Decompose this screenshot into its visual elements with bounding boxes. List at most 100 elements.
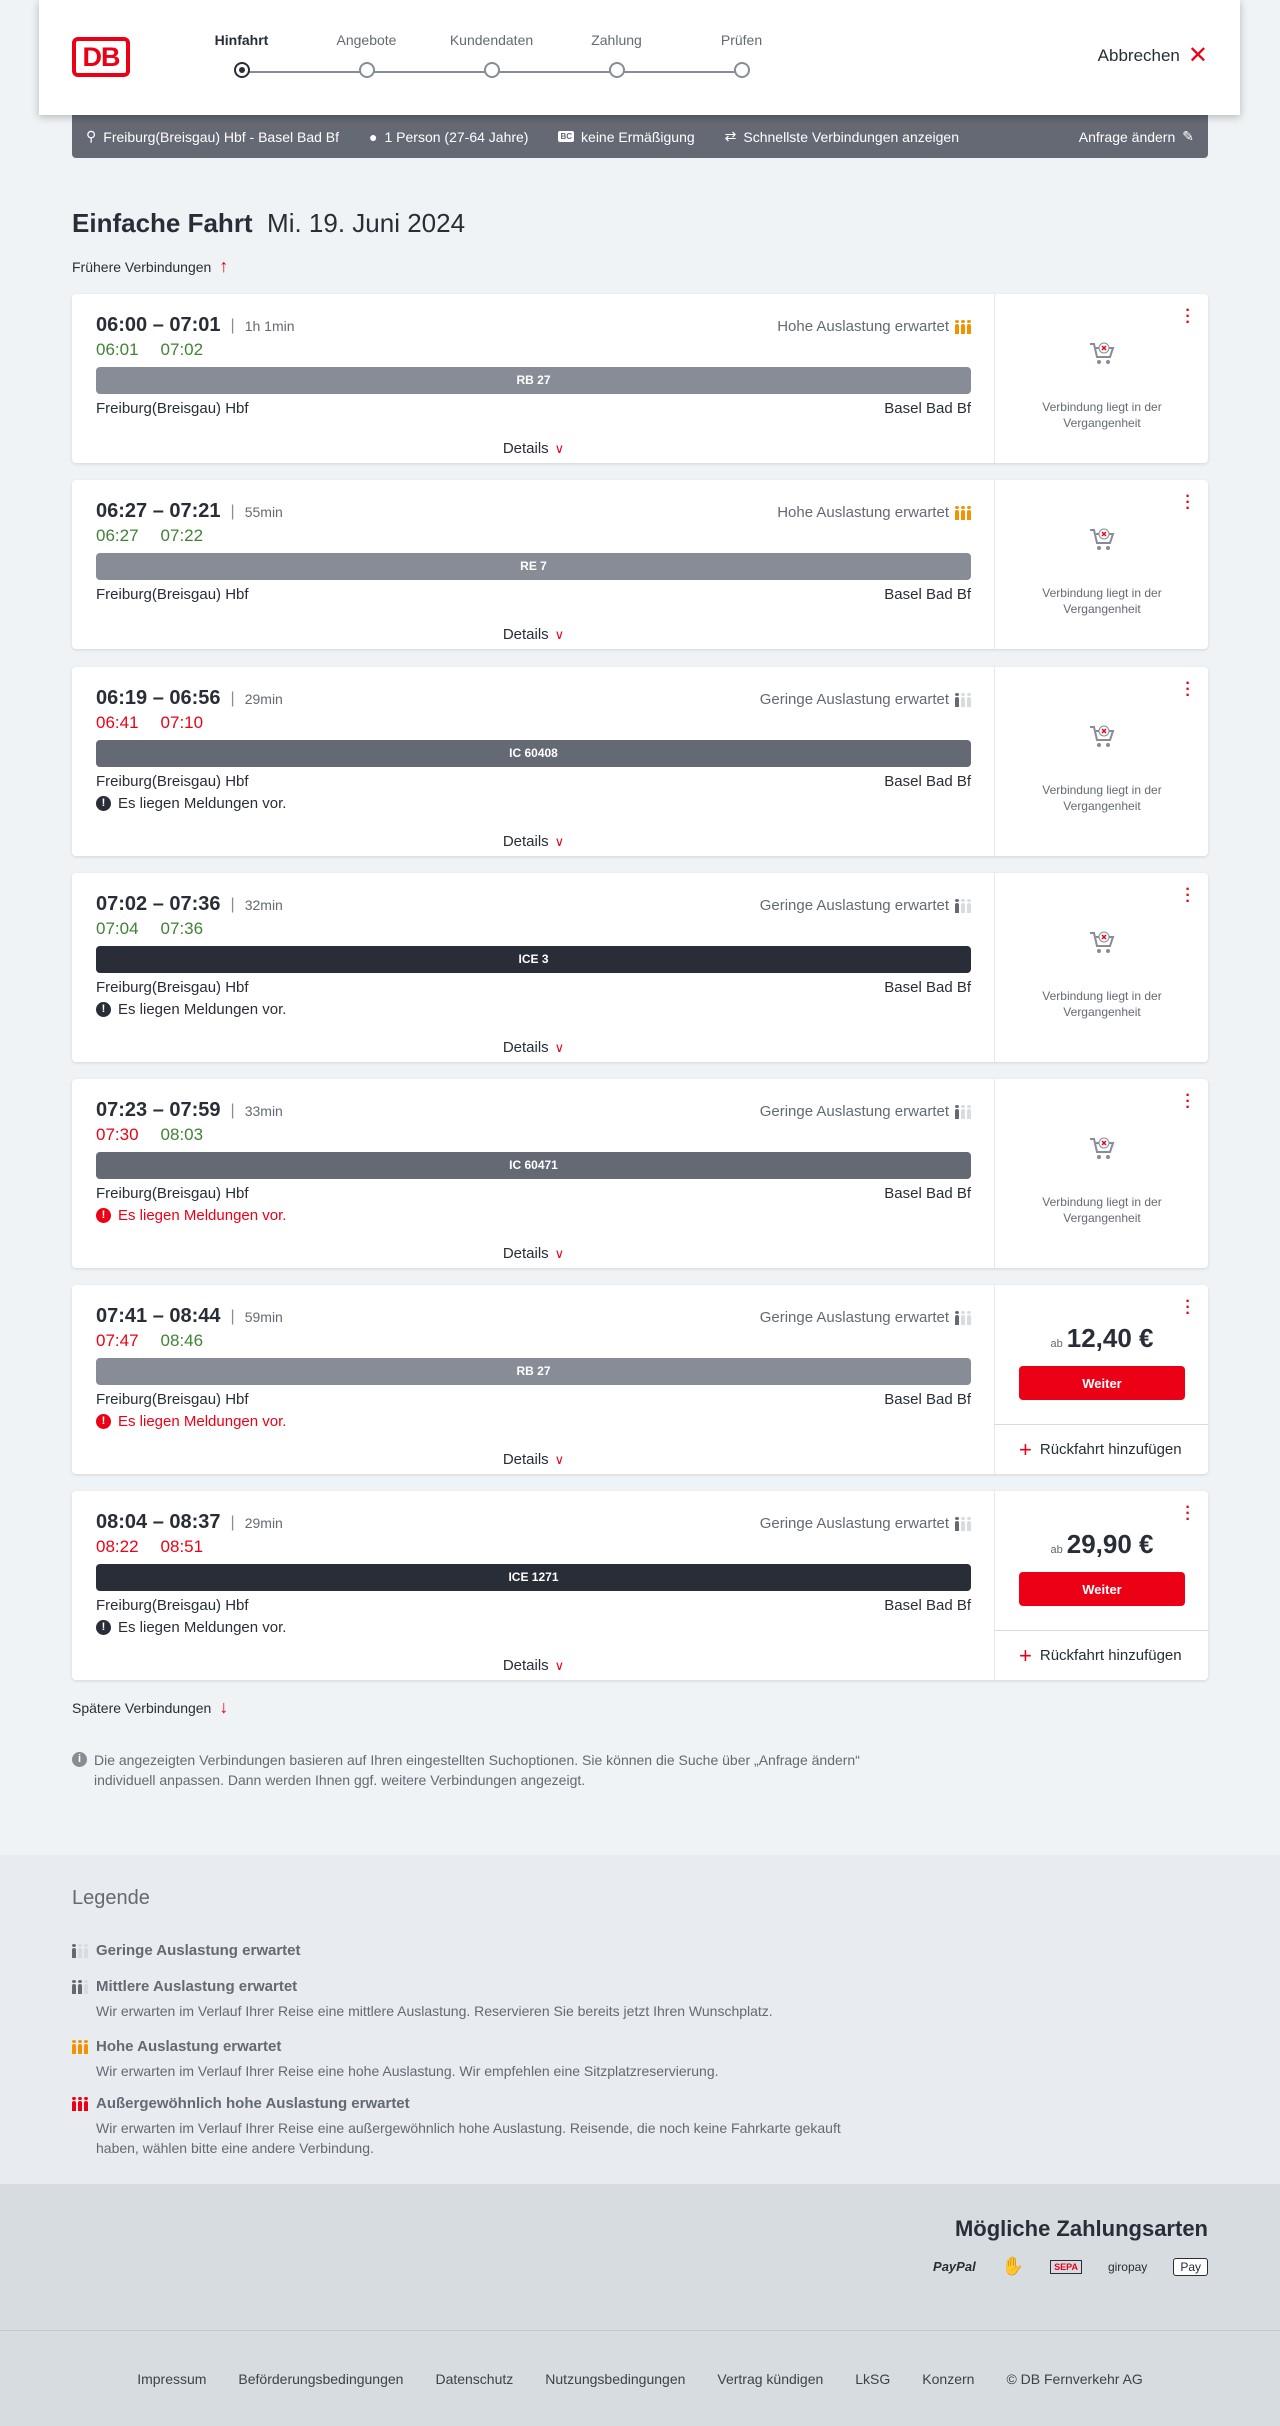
more-options-icon[interactable]: · · ·	[1185, 488, 1191, 517]
continue-button[interactable]: Weiter	[1019, 1572, 1185, 1606]
duration: 55min	[244, 503, 283, 520]
later-connections-link[interactable]: Spätere Verbindungen ↓	[72, 1697, 228, 1718]
more-options-icon[interactable]: · · ·	[1185, 302, 1191, 331]
details-toggle[interactable]: Details ∨	[96, 626, 971, 643]
realtime-departure: 07:04	[96, 919, 139, 938]
more-options-icon[interactable]: · · ·	[1185, 881, 1191, 910]
footer-link[interactable]: Impressum	[137, 2370, 207, 2387]
message-notice[interactable]: ! Es liegen Meldungen vor.	[96, 1207, 286, 1224]
realtime-times: 07:47 08:46	[96, 1331, 203, 1351]
footer-link[interactable]: Datenschutz	[435, 2370, 514, 2387]
step-kundendaten[interactable]: Kundendaten	[429, 32, 554, 78]
realtime-arrival: 07:22	[160, 526, 204, 545]
footer-link[interactable]: Nutzungsbedingungen	[545, 2370, 686, 2387]
train-bar[interactable]: RB 27	[96, 367, 971, 394]
legend-item-text: Wir erwarten im Verlauf Ihrer Reise eine…	[96, 2003, 773, 2019]
train-bar[interactable]: RB 27	[96, 1358, 971, 1385]
db-logo[interactable]: DB	[72, 37, 130, 77]
travellers-summary[interactable]: ● 1 Person (27-64 Jahre)	[369, 129, 528, 145]
step-hinfahrt[interactable]: Hinfahrt	[179, 32, 304, 78]
cart-unavailable-icon	[1087, 339, 1117, 369]
message-text: Es liegen Meldungen vor.	[118, 1619, 287, 1636]
connection-side-panel: · · · ab 29,90 € Weiter + Rückfahrt hinzufügen	[994, 1491, 1209, 1680]
separator: |	[230, 1101, 235, 1119]
details-label: Details	[502, 833, 549, 850]
occupancy-indicator: Geringe Auslastung erwartet	[760, 1309, 971, 1326]
add-return-label: Rückfahrt hinzufügen	[1039, 1647, 1182, 1664]
footer-link[interactable]: Vertrag kündigen	[717, 2370, 824, 2387]
travel-date: Mi. 19. Juni 2024	[267, 208, 466, 238]
details-toggle[interactable]: Details ∨	[96, 1039, 971, 1056]
train-bar[interactable]: IC 60471	[96, 1152, 971, 1179]
connection-main: 08:04 – 08:37 | 29min 08:22 08:51 Geringe Aus…	[96, 1491, 971, 1680]
arrow-down-icon: ↓	[219, 1697, 229, 1717]
details-label: Details	[502, 626, 549, 643]
footer-link[interactable]: Beförderungsbedingungen	[238, 2370, 404, 2387]
search-option-summary[interactable]: ⇄ Schnellste Verbindungen anzeigen	[725, 128, 959, 145]
message-notice[interactable]: ! Es liegen Meldungen vor.	[96, 795, 286, 812]
legend-item-mid: Mittlere Auslastung erwartet Wir erwarten…	[72, 1978, 872, 2021]
train-bar[interactable]: ICE 1271	[96, 1564, 971, 1591]
details-toggle[interactable]: Details ∨	[96, 833, 971, 850]
plus-icon: +	[1019, 1642, 1032, 1668]
step-dot	[234, 62, 250, 78]
planned-times: 06:27 – 07:21	[96, 500, 221, 522]
connection-main: 06:00 – 07:01 | 1h 1min 06:01 07:02 Hohe Ausl…	[96, 294, 971, 463]
details-toggle[interactable]: Details ∨	[96, 1245, 971, 1262]
apple-pay-label: Pay	[1180, 2259, 1201, 2274]
separator: |	[230, 895, 235, 913]
step-label: Kundendaten	[449, 32, 534, 48]
add-return-button[interactable]: + Rückfahrt hinzufügen	[995, 1424, 1209, 1474]
step-prüfen[interactable]: Prüfen	[679, 32, 804, 78]
realtime-arrival: 07:10	[160, 713, 204, 732]
message-notice[interactable]: ! Es liegen Meldungen vor.	[96, 1001, 286, 1018]
continue-button[interactable]: Weiter	[1019, 1366, 1185, 1400]
header: DB Hinfahrt Angebote Kundendaten Zahlung Prü…	[39, 0, 1240, 115]
details-label: Details	[502, 1657, 549, 1674]
travellers-text: 1 Person (27-64 Jahre)	[384, 128, 529, 145]
step-zahlung[interactable]: Zahlung	[554, 32, 679, 78]
details-toggle[interactable]: Details ∨	[96, 1657, 971, 1674]
occupancy-text: Hohe Auslastung erwartet	[777, 318, 949, 335]
train-bar[interactable]: IC 60408	[96, 740, 971, 767]
message-notice[interactable]: ! Es liegen Meldungen vor.	[96, 1619, 286, 1636]
planned-times: 08:04 – 08:37	[96, 1511, 221, 1533]
route-text: Freiburg(Breisgau) Hbf - Basel Bad Bf	[103, 128, 340, 145]
occupancy-indicator: Hohe Auslastung erwartet	[777, 318, 971, 335]
details-toggle[interactable]: Details ∨	[96, 1451, 971, 1468]
connection-main: 07:02 – 07:36 | 32min 07:04 07:36 Geringe Aus…	[96, 873, 971, 1062]
past-connection-text: Verbindung liegt in der Vergangenheit	[1042, 585, 1162, 616]
legend-heading: Mittlere Auslastung erwartet	[72, 1978, 872, 1995]
connection-card: 07:02 – 07:36 | 32min 07:04 07:36 Geringe Aus…	[72, 873, 1208, 1062]
page-title: Einfache Fahrt Mi. 19. Juni 2024	[72, 208, 465, 239]
route-summary[interactable]: ⚲ Freiburg(Breisgau) Hbf - Basel Bad Bf	[86, 128, 339, 145]
occupancy-low-icon	[955, 1104, 971, 1119]
more-options-icon[interactable]: · · ·	[1185, 1087, 1191, 1116]
more-options-icon[interactable]: · · ·	[1185, 1293, 1191, 1322]
train-bar[interactable]: RE 7	[96, 553, 971, 580]
details-toggle[interactable]: Details ∨	[96, 440, 971, 457]
footer-link[interactable]: Konzern	[922, 2370, 975, 2387]
cancel-button[interactable]: Abbrechen ✕	[1098, 42, 1208, 69]
realtime-departure: 06:27	[96, 526, 139, 545]
step-angebote[interactable]: Angebote	[304, 32, 429, 78]
train-bar[interactable]: ICE 3	[96, 946, 971, 973]
more-options-icon[interactable]: · · ·	[1185, 1499, 1191, 1528]
price-value: 29,90 €	[1066, 1529, 1154, 1559]
add-return-button[interactable]: + Rückfahrt hinzufügen	[995, 1630, 1209, 1680]
earlier-connections-link[interactable]: Frühere Verbindungen ↑	[72, 256, 228, 277]
occupancy-indicator: Hohe Auslastung erwartet	[777, 504, 971, 521]
more-options-icon[interactable]: · · ·	[1185, 675, 1191, 704]
destination-station: Basel Bad Bf	[884, 400, 971, 417]
edit-request-button[interactable]: Anfrage ändern ✎	[1079, 128, 1194, 145]
chevron-down-icon: ∨	[554, 834, 565, 849]
bahncard-icon: BC	[558, 131, 575, 142]
connection-card: 08:04 – 08:37 | 29min 08:22 08:51 Geringe Aus…	[72, 1491, 1209, 1680]
close-icon: ✕	[1187, 42, 1208, 69]
chevron-down-icon: ∨	[554, 1246, 565, 1261]
details-label: Details	[502, 440, 549, 457]
discount-summary[interactable]: BC keine Ermäßigung	[558, 129, 695, 145]
footer-link[interactable]: LkSG	[855, 2370, 891, 2387]
message-notice[interactable]: ! Es liegen Meldungen vor.	[96, 1413, 286, 1430]
legend-title: Legende	[72, 1887, 150, 1909]
